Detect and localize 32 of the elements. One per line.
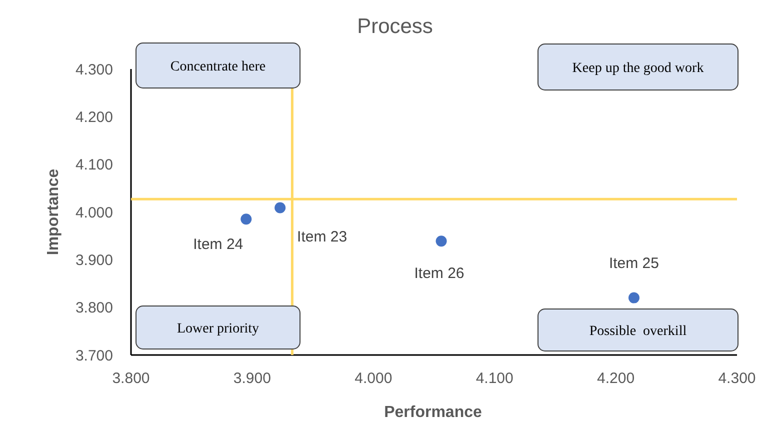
y-tick-label: 4.100 <box>75 156 113 174</box>
annotation: Item 23 <box>297 228 348 246</box>
x-tick-label: 4.000 <box>354 370 392 387</box>
x-axis-title: Performance <box>384 404 482 421</box>
point <box>240 214 252 225</box>
y-tick-label: 3.700 <box>75 347 113 364</box>
callout-box: Concentrate here <box>136 42 300 88</box>
annotation: Lower priority <box>176 321 260 336</box>
annotation: Item 24 <box>193 236 244 254</box>
x-tick-label: 3.900 <box>233 370 271 387</box>
annotation: Item 25 <box>608 254 659 272</box>
y-tick-label: 4.000 <box>75 204 113 222</box>
annotation: Item 26 <box>414 265 464 282</box>
x-tick-label: 4.100 <box>476 370 514 387</box>
x-tick-label: 4.300 <box>718 370 756 387</box>
point <box>274 202 286 214</box>
y-tick-label: 4.200 <box>75 108 113 126</box>
point <box>436 236 447 247</box>
y-axis-title: Importance <box>45 168 62 256</box>
callout-box: Lower priority <box>136 306 300 350</box>
y-tick-label: 3.900 <box>75 252 113 269</box>
annotation: Concentrate here <box>170 59 266 74</box>
y-tick-label: 3.800 <box>75 300 113 317</box>
point <box>628 292 640 304</box>
chart-title: Process <box>357 15 433 38</box>
x-tick-label: 4.200 <box>597 370 635 387</box>
x-tick-label: 3.800 <box>112 370 150 387</box>
callout-box: Keep up the good work <box>538 44 738 90</box>
annotation: Keep up the good work <box>572 60 704 76</box>
y-tick-label: 4.300 <box>75 61 113 78</box>
annotation: Possible overkill <box>589 324 687 339</box>
callout-box: Possible overkill <box>538 308 738 352</box>
